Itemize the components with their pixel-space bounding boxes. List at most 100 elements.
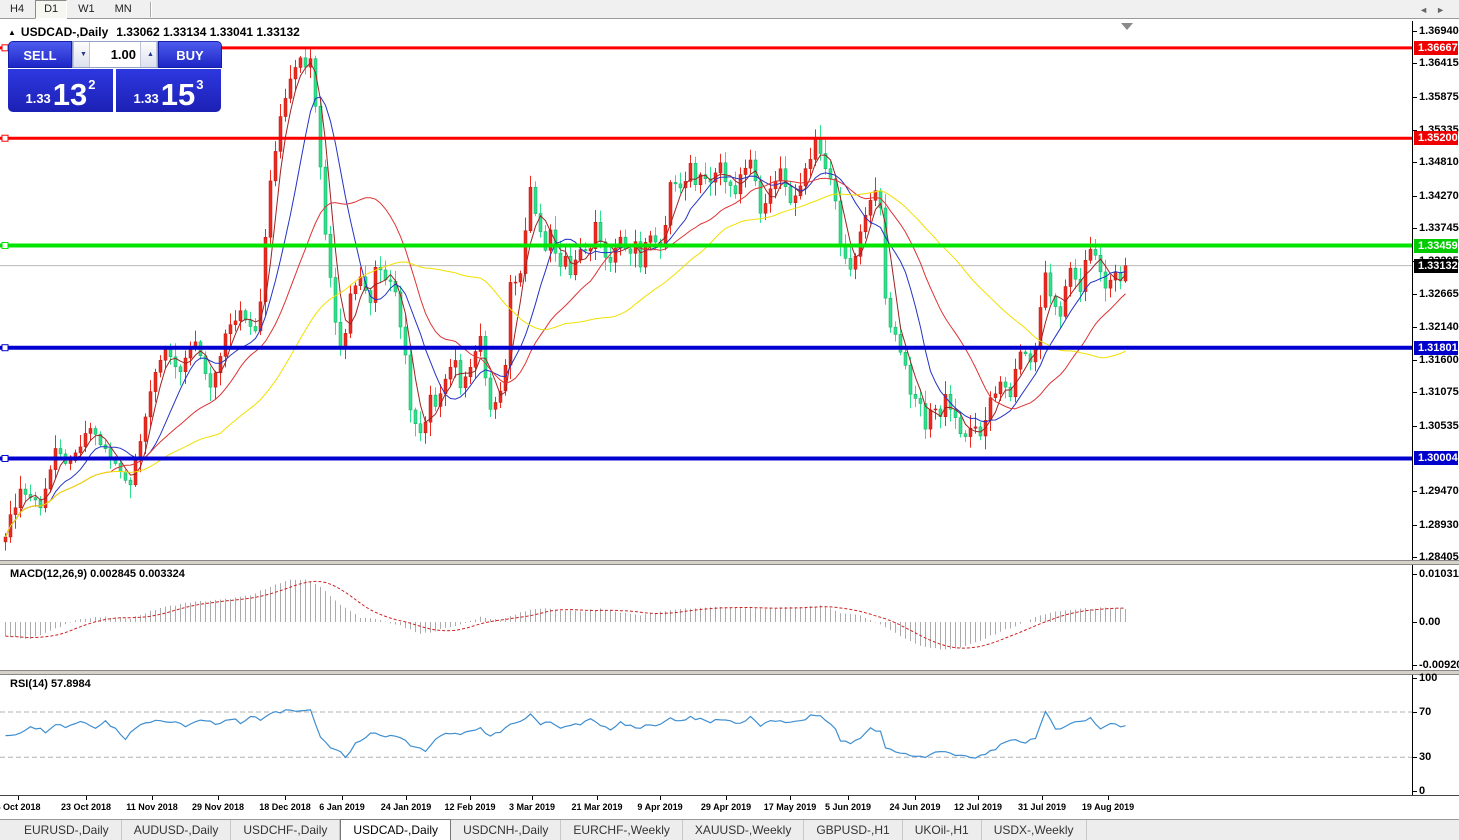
rsi-line: [5, 709, 1126, 759]
tab-ukoil-h1[interactable]: UKOil-,H1: [903, 820, 982, 840]
date-label: 4 Oct 2018: [0, 802, 41, 812]
date-tick-mark: [915, 796, 916, 800]
price-badge-1.36667: 1.36667: [1414, 40, 1458, 55]
chart-ohlc-values: 1.33062 1.33134 1.33041 1.33132: [116, 25, 300, 39]
macd-pane[interactable]: MACD(12,26,9) 0.002845 0.003324: [0, 565, 1412, 670]
axis-tick-mark: [1413, 294, 1417, 296]
volume-input[interactable]: [90, 42, 140, 67]
axis-tick-mark: [1413, 678, 1417, 680]
date-label: 9 Apr 2019: [637, 802, 683, 812]
rsi-axis[interactable]: 100 70 30 0: [1412, 672, 1459, 797]
volume-stepper: ▼ ▲: [72, 41, 158, 68]
buy-button[interactable]: BUY: [158, 41, 222, 68]
price-chart-canvas: [0, 23, 1412, 551]
date-tick-mark: [218, 796, 219, 800]
timeframe-h4[interactable]: H4: [10, 2, 25, 15]
tab-xauusd-weekly[interactable]: XAUUSD-,Weekly: [683, 820, 805, 840]
axis-tick-mark: [1413, 665, 1417, 667]
tab-usdcnh-daily[interactable]: USDCNH-,Daily: [451, 820, 562, 840]
timeframe-w1[interactable]: W1: [78, 2, 95, 15]
date-label: 18 Dec 2018: [259, 802, 311, 812]
line-anchor-marker[interactable]: [1, 344, 9, 352]
date-tick-mark: [18, 796, 19, 800]
price-badge-1.30004: 1.30004: [1414, 451, 1458, 466]
chart-symbol-label: USDCAD-,Daily: [20, 25, 109, 39]
timeframe-d1[interactable]: D1: [35, 0, 68, 19]
date-tick-mark: [660, 796, 661, 800]
chart-shift-marker[interactable]: [1121, 23, 1133, 30]
price-chart-pane[interactable]: [0, 21, 1412, 560]
price-tick-label: 1.28930: [1419, 518, 1459, 531]
tab-scroll-left-icon[interactable]: ◄: [1419, 5, 1437, 15]
tab-eurusd-daily[interactable]: EURUSD-,Daily: [12, 820, 122, 840]
volume-decrease-button[interactable]: ▼: [73, 42, 90, 67]
date-label: 24 Jan 2019: [380, 802, 432, 812]
price-badge-1.33459: 1.33459: [1414, 238, 1458, 253]
sell-price-pips: 13: [52, 77, 88, 112]
axis-tick-mark: [1413, 791, 1417, 793]
buy-price-display[interactable]: 1.33 15 3: [116, 69, 221, 112]
rsi-label: RSI(14) 57.8984: [10, 678, 91, 690]
price-tick-label: 1.36415: [1419, 57, 1459, 70]
timeframe-mn[interactable]: MN: [114, 2, 132, 15]
moving-average-line-4: [5, 61, 1126, 538]
date-tick-mark: [285, 796, 286, 800]
pane-splitter-rsi[interactable]: [0, 670, 1459, 675]
price-axis[interactable]: 1.36940 1.36415 1.35875 1.35335 1.34810 1.342…: [1412, 21, 1459, 563]
date-tick-mark: [86, 796, 87, 800]
price-tick-label: 1.31075: [1419, 386, 1459, 399]
pane-splitter-macd[interactable]: [0, 560, 1459, 565]
axis-tick-mark: [1413, 162, 1417, 164]
tab-scroll-right-icon[interactable]: ►: [1436, 5, 1453, 15]
volume-increase-button[interactable]: ▲: [140, 42, 157, 67]
date-tick-mark: [152, 796, 153, 800]
tab-eurchf-weekly[interactable]: EURCHF-,Weekly: [561, 820, 683, 840]
rsi-tick-label: 70: [1419, 706, 1432, 718]
buy-price-pips: 15: [160, 77, 196, 112]
axis-tick-mark: [1413, 96, 1417, 98]
price-tick-label: 1.33745: [1419, 221, 1459, 234]
sell-price-point: 2: [88, 77, 96, 92]
sell-price-prefix: 1.33: [25, 91, 51, 106]
buy-price-point: 3: [196, 77, 204, 92]
axis-tick-mark: [1413, 227, 1417, 229]
date-tick-mark: [532, 796, 533, 800]
date-tick-mark: [848, 796, 849, 800]
rsi-pane[interactable]: RSI(14) 57.8984: [0, 675, 1412, 795]
axis-tick-mark: [1413, 63, 1417, 65]
axis-tick-mark: [1413, 326, 1417, 328]
axis-tick-mark: [1413, 712, 1417, 713]
date-axis[interactable]: 4 Oct 2018 23 Oct 2018 11 Nov 2018 29 Nov 2…: [0, 795, 1459, 819]
price-tick-label: 1.30535: [1419, 419, 1459, 432]
tab-usdchf-daily[interactable]: USDCHF-,Daily: [231, 820, 341, 840]
sell-price-display[interactable]: 1.33 13 2: [8, 69, 113, 112]
macd-label: MACD(12,26,9) 0.002845 0.003324: [10, 568, 185, 580]
price-badge-1.35200: 1.35200: [1414, 131, 1458, 146]
price-tick-label: 1.29470: [1419, 485, 1459, 498]
date-label: 19 Aug 2019: [1081, 802, 1135, 812]
axis-tick-mark: [1413, 425, 1417, 427]
line-anchor-marker[interactable]: [1, 454, 9, 462]
date-label: 21 Mar 2019: [571, 802, 623, 812]
macd-axis[interactable]: 0.010311 0.00 -0.009203: [1412, 565, 1459, 671]
macd-histogram: [5, 579, 1126, 650]
tab-audusd-daily[interactable]: AUDUSD-,Daily: [122, 820, 232, 840]
date-label: 5 Jun 2019: [824, 802, 872, 812]
tab-gbpusd-h1[interactable]: GBPUSD-,H1: [804, 820, 903, 840]
tab-usdx-weekly[interactable]: USDX-,Weekly: [982, 820, 1087, 840]
toolbar-separator: [149, 1, 152, 17]
date-label: 29 Apr 2019: [700, 802, 752, 812]
rsi-tick-label: 100: [1419, 672, 1438, 685]
axis-tick-mark: [1413, 757, 1417, 759]
collapse-icon[interactable]: ▲: [8, 28, 16, 37]
line-anchor-marker[interactable]: [1, 242, 9, 250]
macd-tick-label: 0.010311: [1419, 567, 1459, 580]
macd-tick-label: 0.00: [1419, 616, 1441, 628]
sell-button[interactable]: SELL: [8, 41, 72, 68]
date-label: 11 Nov 2018: [126, 802, 178, 812]
date-tick-mark: [790, 796, 791, 800]
tab-usdcad-daily[interactable]: USDCAD-,Daily: [340, 819, 452, 840]
rsi-canvas: [0, 709, 1412, 759]
line-anchor-marker[interactable]: [1, 134, 9, 142]
date-tick-mark: [726, 796, 727, 800]
